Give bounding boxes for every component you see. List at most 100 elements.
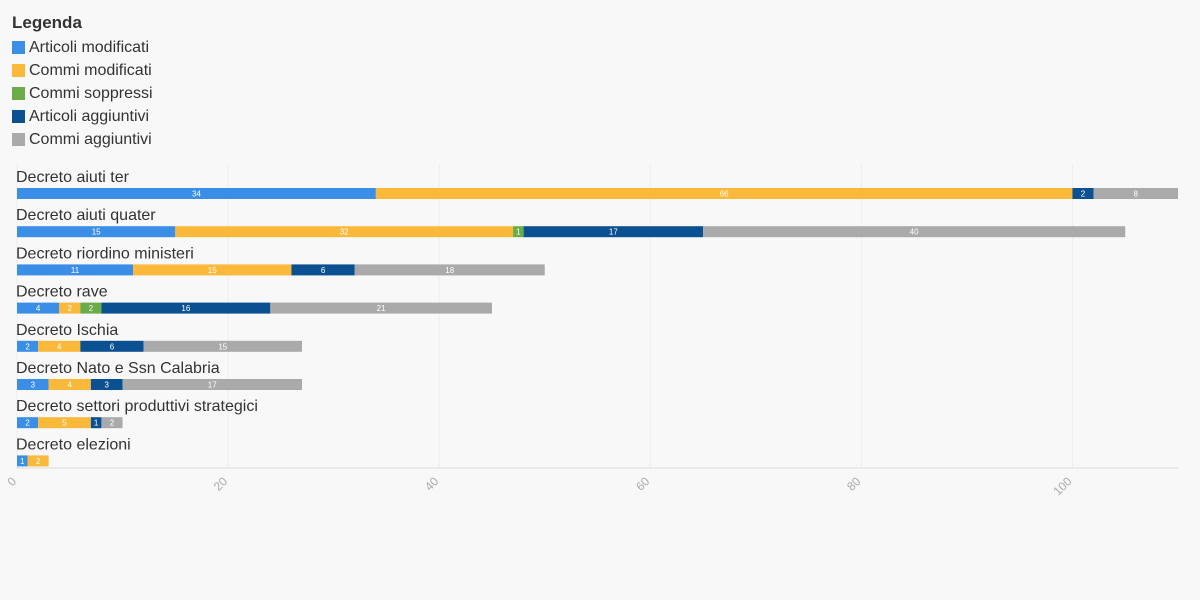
bar-segment (291, 264, 355, 276)
data-label: 32 (340, 228, 349, 237)
x-tick-label: 100 (1051, 474, 1075, 498)
data-label: 2 (25, 342, 30, 351)
bar-segment (38, 340, 81, 352)
data-label: 4 (57, 342, 62, 351)
legend-item: Commi modificati (12, 59, 272, 82)
legend-swatch (12, 133, 25, 146)
data-label: 17 (609, 228, 618, 237)
bar-segment (90, 379, 123, 390)
data-label: 3 (31, 381, 36, 390)
bar-segment (80, 302, 102, 314)
legend-item: Commi aggiuntivi (12, 128, 272, 151)
bar-segment (122, 379, 302, 390)
data-label: 2 (36, 457, 41, 466)
data-label: 5 (62, 419, 67, 428)
data-label: 2 (1081, 190, 1086, 199)
bar-segment (27, 455, 49, 467)
category-label: Decreto rave (16, 284, 108, 301)
bar-segment (17, 455, 28, 467)
data-label: 11 (71, 266, 80, 275)
bar-segment (375, 188, 1073, 199)
category-label: Decreto settori produttivi strategici (16, 398, 258, 415)
data-label: 21 (377, 304, 386, 313)
data-label: 1 (20, 457, 25, 466)
bar-segment (80, 340, 144, 352)
bar-segment (523, 226, 704, 238)
x-tick-label: 20 (211, 474, 231, 494)
data-label: 1 (516, 228, 521, 237)
data-label: 18 (445, 266, 454, 275)
bar-segment (17, 302, 60, 314)
legend-label: Commi aggiuntivi (29, 130, 152, 148)
legend-label: Articoli aggiuntivi (29, 107, 150, 125)
bar-segment (101, 417, 123, 429)
legend-title: Legenda (12, 13, 82, 32)
legend-label: Commi modificati (29, 61, 152, 79)
category-label: Decreto riordino ministeri (16, 245, 194, 262)
legend-swatch (12, 41, 25, 54)
category-label: Decreto elezioni (16, 436, 131, 453)
data-label: 8 (1134, 190, 1139, 199)
category-label: Decreto aiuti quater (16, 207, 156, 224)
legend-item: Articoli aggiuntivi (12, 105, 272, 128)
data-label: 15 (92, 228, 101, 237)
legend-item: Articoli modificati (12, 36, 272, 59)
chart-legend: Legenda Articoli modificati Commi modific… (12, 13, 272, 151)
bar-segment (17, 417, 39, 429)
bar-segment (90, 417, 102, 429)
bar-segment (175, 226, 514, 238)
data-label: 66 (720, 190, 729, 199)
category-label: Decreto Nato e Ssn Calabria (16, 360, 220, 377)
data-label: 15 (208, 266, 217, 275)
bar-segment (143, 340, 302, 352)
data-label: 2 (68, 304, 73, 313)
bar-segment (354, 264, 545, 276)
data-label: 40 (910, 228, 919, 237)
bar-segment (17, 340, 39, 352)
bar-segment (17, 264, 134, 276)
bar-segment (17, 379, 49, 390)
data-label: 3 (104, 381, 109, 390)
x-tick-label: 40 (422, 474, 442, 494)
bar-segment (513, 226, 524, 238)
data-label: 4 (36, 304, 41, 313)
data-label: 6 (321, 266, 326, 275)
bar-segment (703, 226, 1126, 238)
category-label: Decreto aiuti ter (16, 169, 130, 186)
data-label: 34 (192, 190, 201, 199)
bar-segment (1072, 188, 1094, 199)
legend-swatch (12, 87, 25, 100)
legend-label: Commi soppressi (29, 84, 153, 102)
data-label: 2 (110, 419, 115, 428)
data-label: 15 (218, 342, 227, 351)
category-label: Decreto Ischia (16, 322, 118, 339)
legend-swatch (12, 110, 25, 123)
bar-segment (17, 188, 376, 199)
data-label: 6 (110, 342, 115, 351)
legend-items: Articoli modificati Commi modificati Commi… (12, 36, 272, 151)
bar-segment (270, 302, 492, 314)
x-tick-label: 80 (844, 474, 864, 494)
x-axis: 0 20 40 60 80 100 (4, 474, 1074, 498)
x-tick-label: 60 (633, 474, 653, 494)
bar-segment (1093, 188, 1178, 199)
data-label: 1 (94, 419, 99, 428)
bar-segment (48, 379, 91, 390)
bar-segment (101, 302, 271, 314)
data-label: 4 (68, 381, 73, 390)
data-label: 17 (208, 381, 217, 390)
data-label: 2 (89, 304, 94, 313)
data-label: 2 (25, 419, 30, 428)
legend-swatch (12, 64, 25, 77)
bar-segment (59, 302, 81, 314)
legend-item: Commi soppressi (12, 82, 272, 105)
data-label: 16 (181, 304, 190, 313)
x-tick-label: 0 (4, 474, 19, 489)
chart-grid (16, 163, 1178, 469)
legend-label: Articoli modificati (29, 38, 150, 56)
bar-segment (38, 417, 91, 429)
bar-segment (133, 264, 292, 276)
bar-segment (17, 226, 176, 238)
